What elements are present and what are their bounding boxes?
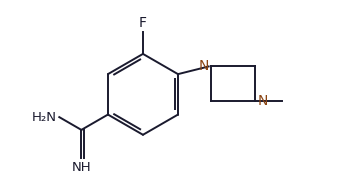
Text: F: F [139,16,147,30]
Text: N: N [257,94,268,108]
Text: NH: NH [71,161,91,174]
Text: H₂N: H₂N [32,111,57,124]
Text: N: N [199,59,209,73]
